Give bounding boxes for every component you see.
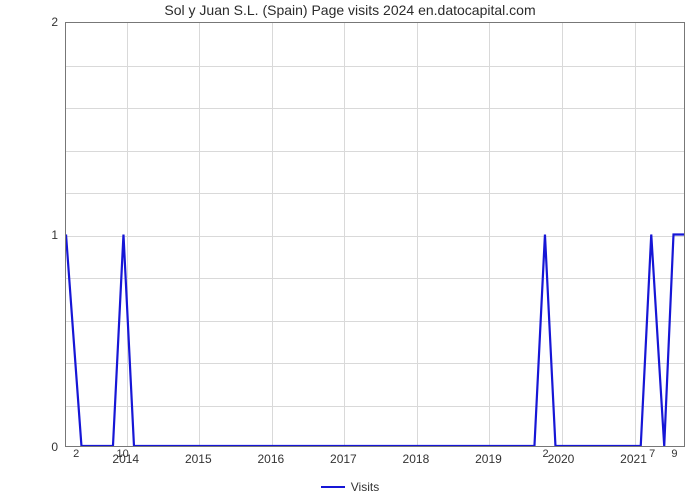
x-axis-tick-label: 2015 bbox=[185, 452, 212, 466]
x-axis-tick-label: 2019 bbox=[475, 452, 502, 466]
x-axis-tick-label: 2021 bbox=[620, 452, 647, 466]
data-point-label: 10 bbox=[117, 448, 129, 460]
data-point-label: 2 bbox=[73, 448, 79, 460]
x-axis-tick-label: 2016 bbox=[257, 452, 284, 466]
chart-title: Sol y Juan S.L. (Spain) Page visits 2024… bbox=[0, 2, 700, 18]
plot-area bbox=[65, 22, 685, 447]
x-axis-tick-label: 2020 bbox=[548, 452, 575, 466]
chart-container: { "chart": { "type": "line", "title": "S… bbox=[0, 0, 700, 500]
data-point-label: 2 bbox=[542, 448, 548, 460]
data-point-label: 7 bbox=[649, 448, 655, 460]
x-axis-tick-label: 2018 bbox=[403, 452, 430, 466]
legend-label: Visits bbox=[351, 480, 379, 494]
data-point-label: 9 bbox=[671, 448, 677, 460]
legend-swatch bbox=[321, 486, 345, 488]
line-series bbox=[66, 23, 684, 446]
y-axis-tick-label: 1 bbox=[28, 228, 58, 242]
legend: Visits bbox=[0, 479, 700, 494]
y-axis-tick-label: 2 bbox=[28, 15, 58, 29]
y-axis-tick-label: 0 bbox=[28, 440, 58, 454]
x-axis-tick-label: 2017 bbox=[330, 452, 357, 466]
